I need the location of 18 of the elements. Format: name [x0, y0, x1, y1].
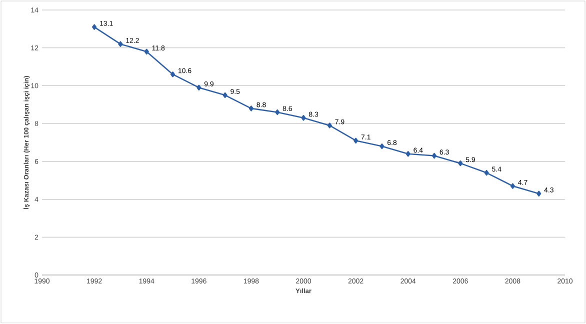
point [380, 143, 384, 150]
point [458, 160, 463, 166]
point [536, 190, 542, 196]
point [432, 152, 437, 159]
point [354, 138, 358, 144]
point [510, 183, 516, 189]
point [406, 151, 410, 157]
point [118, 41, 123, 47]
point [196, 84, 202, 90]
point [92, 24, 97, 30]
point [275, 109, 280, 116]
point [327, 122, 332, 128]
point [144, 48, 149, 54]
point [484, 170, 489, 176]
point [301, 115, 306, 121]
point [248, 106, 254, 112]
point [222, 92, 228, 98]
point [170, 72, 176, 78]
